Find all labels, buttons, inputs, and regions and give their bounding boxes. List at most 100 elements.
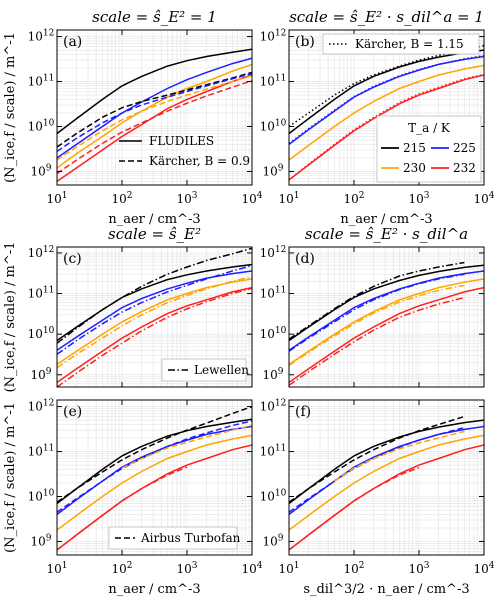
x-axis-label: n_aer / cm^-3 (340, 212, 432, 227)
series-230-dashed (57, 74, 252, 161)
x-tick-label: 101 (46, 191, 67, 206)
series-215-dashed (289, 415, 465, 503)
x-tick-label: 104 (473, 191, 494, 206)
x-tick-label-exp: 2 (127, 191, 133, 201)
y-tick-label-base: 10 (28, 246, 43, 260)
panel-title: scale = ŝ_E² (108, 225, 201, 243)
legend-label: 225 (453, 141, 476, 155)
legend-label: Kärcher, B = 0.9 (149, 154, 250, 168)
series-225-dashed (57, 72, 252, 153)
y-tick-label-exp: 9 (278, 533, 284, 543)
x-tick-label-base: 10 (46, 192, 61, 206)
y-tick-label: 109 (262, 163, 283, 178)
y-axis-label: (N_ice,f / scale) / m^-1 (3, 402, 18, 553)
x-tick-label-base: 10 (176, 192, 191, 206)
series-225-solid (57, 270, 252, 351)
legend-label: 215 (403, 141, 426, 155)
series-225-dotted (289, 54, 484, 144)
y-tick-label: 1012 (260, 245, 287, 260)
series-225-dashed (57, 420, 252, 513)
series-230-solid (57, 63, 252, 169)
y-tick-label-exp: 9 (46, 367, 52, 377)
y-tick-label-base: 10 (28, 327, 43, 341)
series-group-f (289, 415, 484, 551)
y-tick-label-base: 10 (28, 119, 43, 133)
y-tick-label-exp: 12 (43, 399, 54, 409)
x-tick-label: 103 (176, 191, 197, 206)
y-tick-label-exp: 9 (46, 533, 52, 543)
legend-box (161, 358, 247, 382)
x-tick-label: 104 (473, 561, 494, 576)
series-230-solid (289, 434, 484, 531)
series-232-dashed (57, 79, 252, 175)
x-tick-label-base: 10 (111, 192, 126, 206)
series-group-e (57, 405, 252, 551)
y-tick-label-exp: 10 (275, 326, 287, 336)
series-232-dashed (289, 466, 420, 551)
y-tick-label-base: 10 (28, 75, 43, 89)
series-232-solid (289, 444, 484, 551)
x-tick-label-base: 10 (278, 562, 293, 576)
series-232-dashdot (57, 287, 252, 387)
y-tick-label-exp: 10 (275, 118, 287, 128)
series-232-dashdot (289, 296, 465, 386)
grid-f (288, 400, 485, 556)
series-215-solid (57, 418, 252, 505)
x-tick-label-exp: 3 (192, 561, 198, 571)
y-tick-label: 1011 (28, 286, 55, 301)
panel-letter: (f) (295, 404, 311, 420)
y-tick-label: 109 (30, 163, 51, 178)
series-215-solid (289, 419, 484, 505)
series-232-dotted (289, 73, 484, 181)
x-tick-label-base: 10 (241, 562, 256, 576)
panel-title: scale = ŝ_E² · s_dil^a (305, 225, 468, 243)
x-tick-label: 103 (408, 191, 429, 206)
x-tick-label: 102 (343, 561, 364, 576)
x-tick-label: 102 (111, 561, 132, 576)
x-tick-label: 101 (278, 191, 299, 206)
y-tick-label: 109 (262, 367, 283, 382)
y-tick-label: 1011 (28, 444, 55, 459)
y-tick-label-base: 10 (260, 445, 275, 459)
y-tick-label-exp: 12 (275, 399, 286, 409)
y-tick-label-base: 10 (262, 534, 277, 548)
y-tick-label-exp: 10 (43, 118, 55, 128)
x-tick-label-exp: 3 (424, 191, 430, 201)
y-tick-label-exp: 10 (275, 488, 287, 498)
series-225-solid (289, 270, 484, 351)
x-tick-label-exp: 4 (257, 561, 263, 571)
x-tick-label-exp: 3 (192, 191, 198, 201)
x-tick-label-exp: 3 (424, 561, 430, 571)
y-tick-label-base: 10 (30, 368, 45, 382)
y-tick-label-exp: 11 (43, 74, 54, 84)
axes-frame (56, 399, 253, 556)
y-axis-label: (N_ice,f / scale) / m^-1 (3, 32, 18, 183)
x-tick-label-base: 10 (343, 562, 358, 576)
axes-frame (288, 29, 485, 186)
panel-title: scale = ŝ_E² = 1 (92, 8, 217, 26)
y-tick-label: 1011 (260, 286, 287, 301)
series-215-solid (289, 49, 484, 135)
series-230-solid (289, 64, 484, 161)
series-225-dashdot (57, 264, 252, 355)
x-tick-label-base: 10 (343, 192, 358, 206)
legend-box-temps (376, 115, 482, 183)
axes-frame (288, 399, 485, 556)
y-tick-label-exp: 11 (275, 286, 286, 296)
legend-label: Airbus Turbofan (140, 531, 241, 545)
y-tick-label-base: 10 (30, 534, 45, 548)
y-tick-label: 1010 (28, 488, 55, 503)
x-tick-label-exp: 2 (359, 191, 365, 201)
y-tick-label-exp: 10 (43, 488, 55, 498)
panel-title: scale = ŝ_E² · s_dil^a = 1 (289, 8, 484, 26)
panel-letter: (c) (63, 251, 82, 267)
series-230-dashed (333, 430, 465, 482)
y-tick-label: 1012 (28, 29, 55, 44)
x-tick-label-base: 10 (473, 562, 488, 576)
y-tick-label: 1012 (28, 245, 55, 260)
x-tick-label-base: 10 (176, 562, 191, 576)
